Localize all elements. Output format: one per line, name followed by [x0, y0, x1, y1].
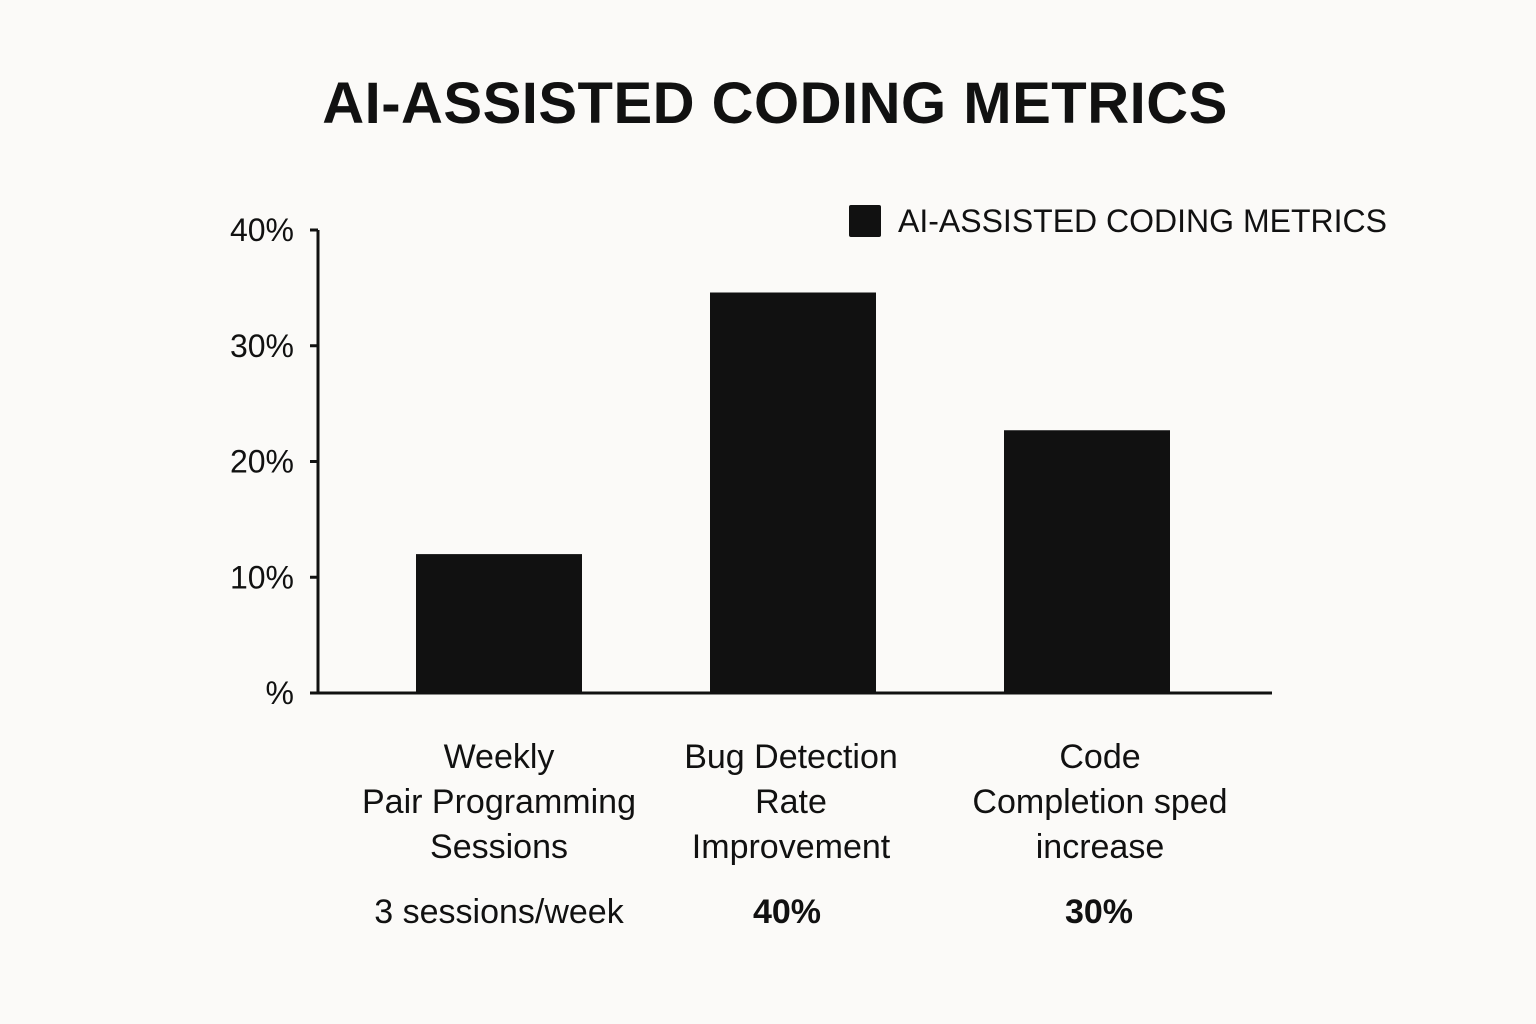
x-category-label: Weekly Pair Programming Sessions [329, 735, 669, 870]
y-tick-label: 20% [230, 444, 294, 480]
x-category-label-line: Bug Detection [684, 738, 898, 776]
x-category-label-line: increase [1035, 828, 1165, 866]
bar [1004, 430, 1170, 693]
x-category-label-line: Rate [755, 783, 827, 821]
x-category-label-line: Completion sped [972, 783, 1228, 821]
x-category-label-line: Code [1059, 738, 1141, 776]
value-label: 40% [752, 893, 822, 931]
x-category-label: Code Completion sped increase [930, 735, 1270, 870]
x-category-label: Bug Detection Rate Improvement [621, 735, 961, 870]
bar [710, 292, 876, 693]
value-label: 3 sessions/week [374, 893, 624, 931]
legend: AI-ASSISTED CODING METRICS [849, 203, 1387, 239]
x-category-label-line: Improvement [691, 828, 891, 866]
legend-swatch [849, 205, 881, 237]
chart-title: AI-ASSISTED CODING METRICS [322, 71, 1228, 136]
x-category-label-line: Sessions [430, 828, 568, 866]
x-category-label-line: Pair Programming [362, 783, 636, 821]
x-category-label-line: Weekly [443, 738, 555, 776]
y-tick-label: % [266, 675, 294, 711]
y-tick-label: 40% [230, 212, 294, 248]
y-tick-label: 30% [230, 328, 294, 364]
legend-label: AI-ASSISTED CODING METRICS [898, 203, 1387, 239]
bar [416, 554, 582, 693]
y-tick-label: 10% [230, 559, 294, 595]
value-label: 30% [1064, 893, 1134, 931]
